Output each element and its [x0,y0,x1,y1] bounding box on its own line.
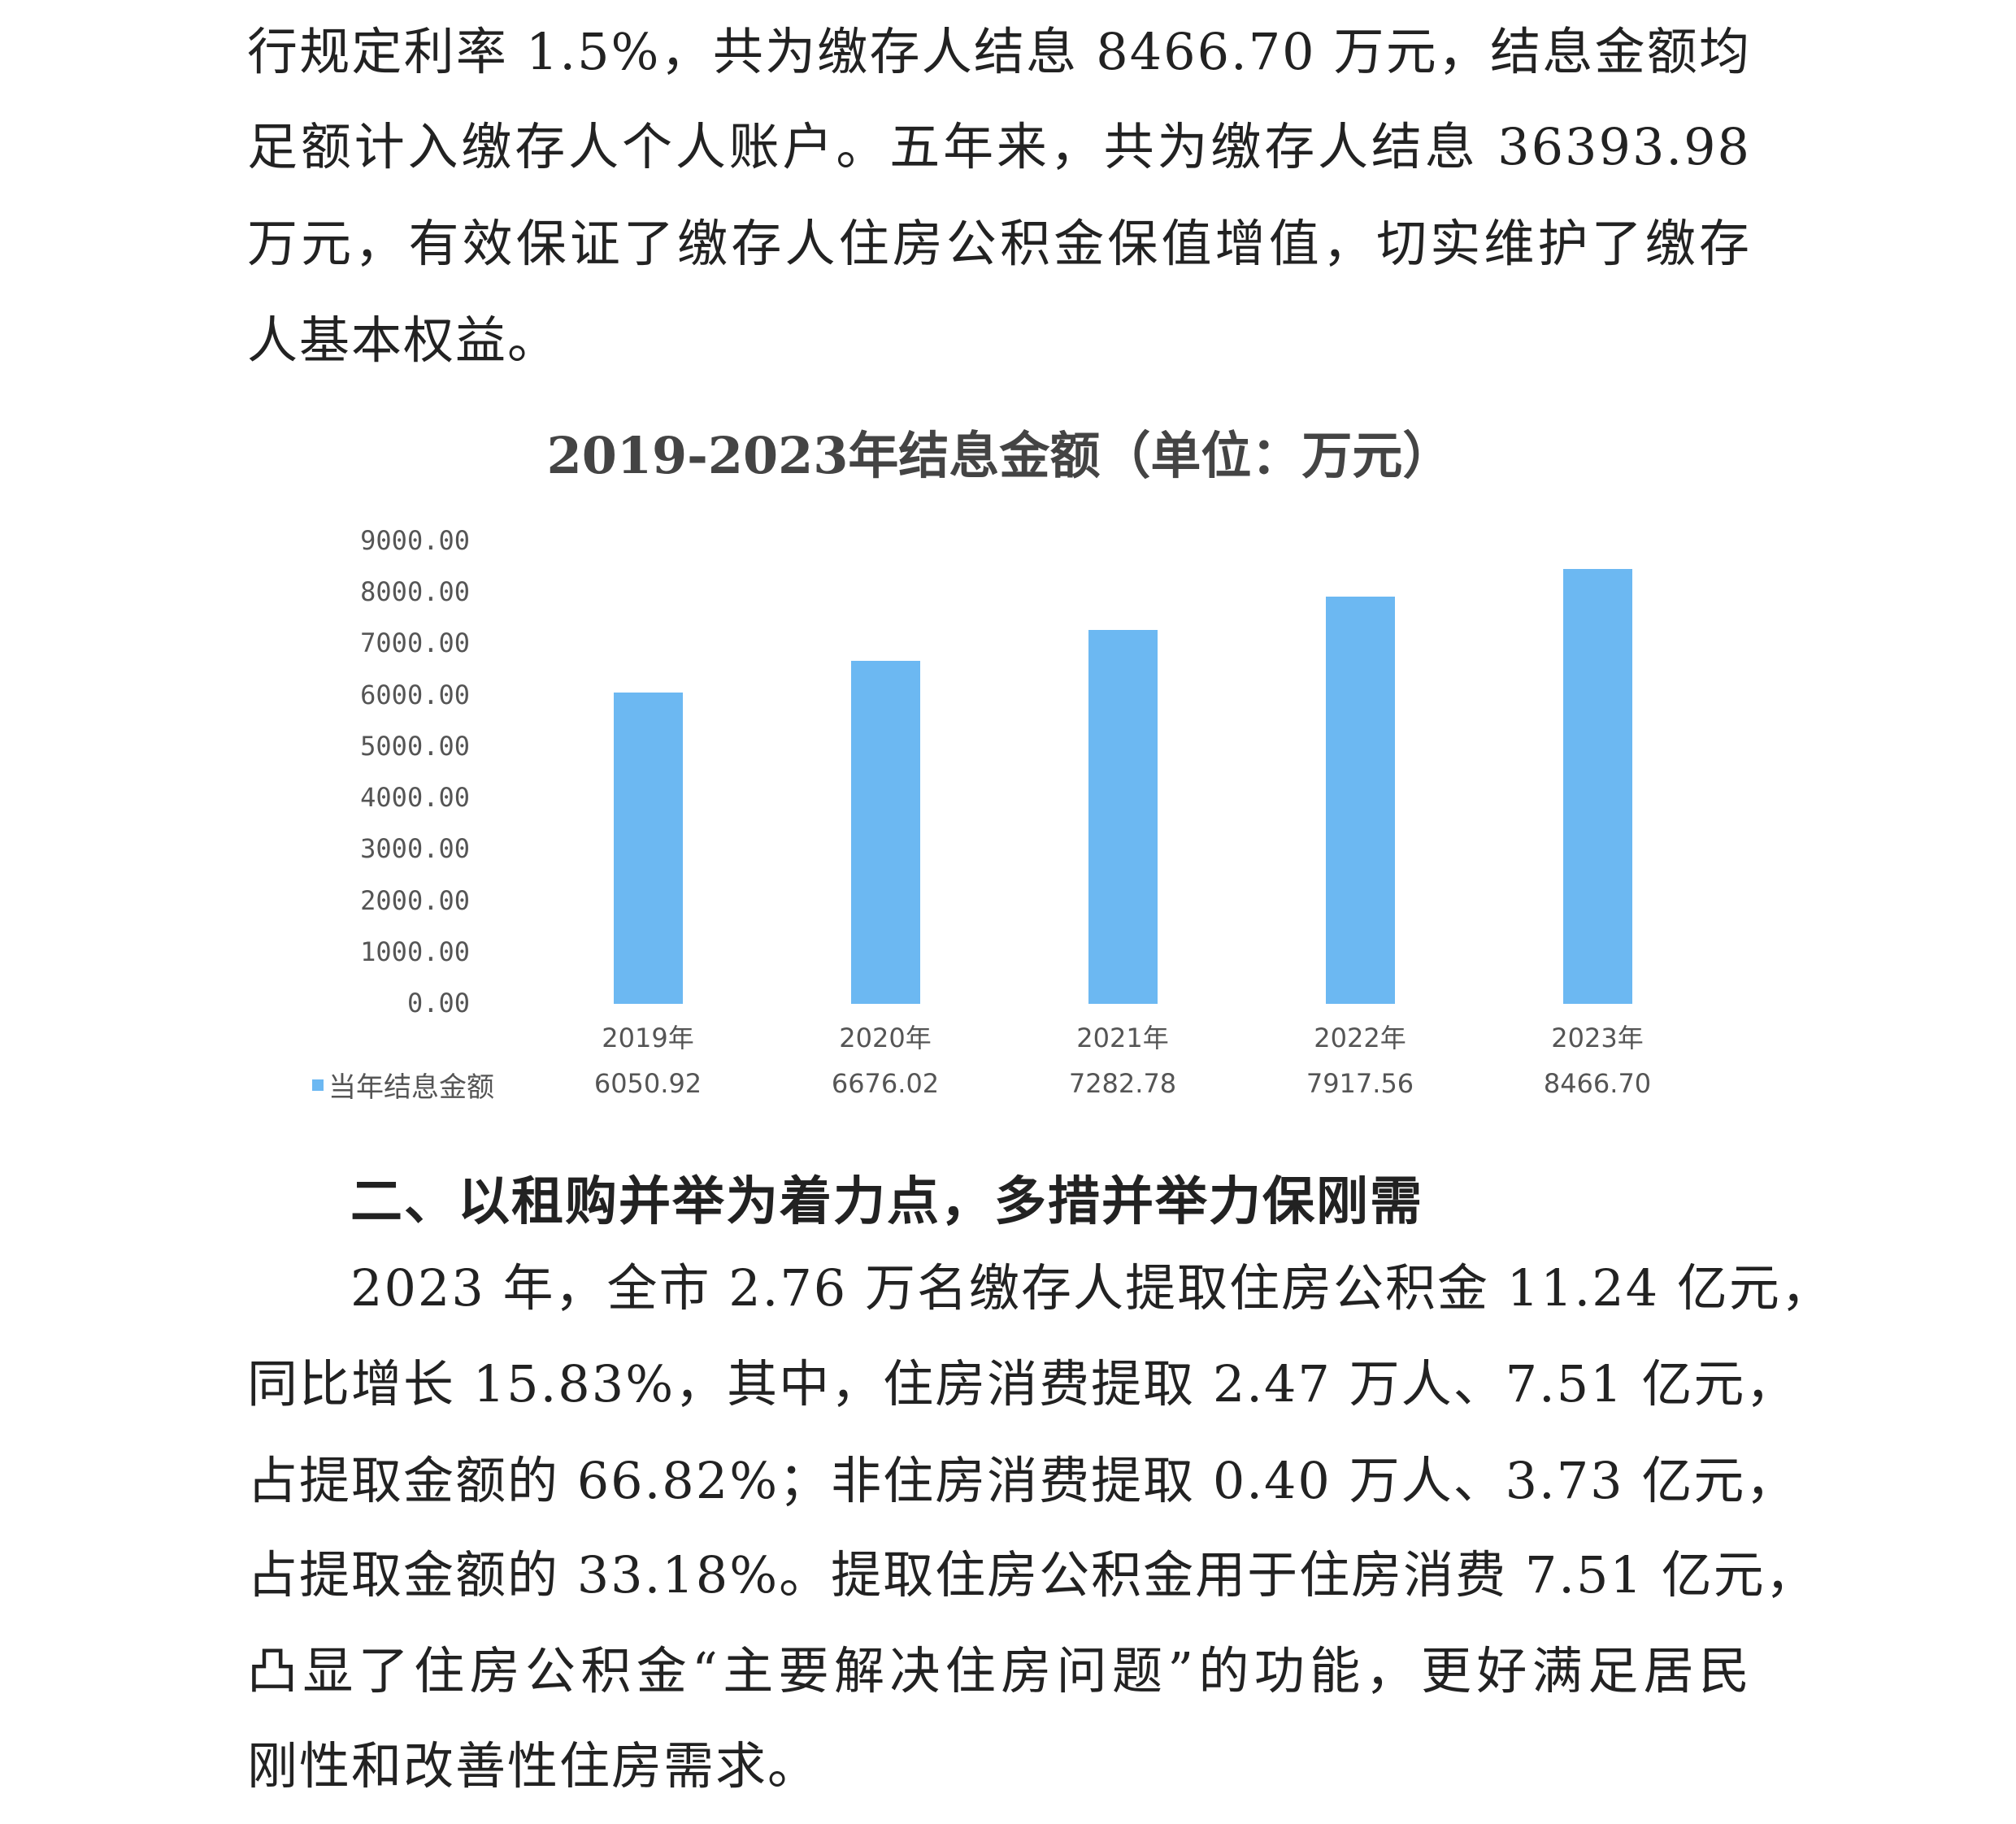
y-tick-label: 9000.00 [360,525,470,556]
section-heading: 二、以租购并举为着力点，多措并举力保刚需 [350,1172,1423,1232]
legend-label: 当年结息金额 [328,1071,494,1104]
chart-title: 2019-2023年结息金额（单位：万元） [546,426,1453,485]
data-label: 7917.56 [1306,1068,1414,1099]
text-line: 2023 年，全市 2.76 万名缴存人提取住房公积金 11.24 亿元， [350,1258,1833,1318]
legend: 当年结息金额 [312,1065,494,1105]
y-tick-label: 5000.00 [360,730,470,762]
data-label: 8466.70 [1543,1068,1652,1099]
text-line: 行规定利率 1.5%，共为缴存人结息 8466.70 万元，结息金额均 [247,22,1751,81]
y-tick-label: 8000.00 [360,576,470,608]
y-tick-label: 0.00 [406,988,470,1018]
text-line: 人基本权益。 [247,311,560,370]
bar-2020年 [851,660,920,1004]
y-tick-label: 3000.00 [360,833,470,865]
text-line: 凸显了住房公积金“主要解决住房问题”的功能，更好满足居民 [247,1641,1751,1700]
text-line: 同比增长 15.83%，其中，住房消费提取 2.47 万人、7.51 亿元， [247,1354,1798,1414]
text-line: 万元，有效保证了缴存人住房公积金保值增值，切实维护了缴存 [247,214,1751,273]
y-tick-label: 7000.00 [360,628,470,659]
interest-bar-chart: 2019-2023年结息金额（单位：万元） 0.00 1000.00 2000.00… [244,390,1756,1122]
text-line: 足额计入缴存人个人账户。五年来，共为缴存人结息 36393.98 [247,117,1751,176]
y-tick-label: 6000.00 [360,679,470,710]
x-tick-label: 2020年 [839,1023,932,1053]
y-tick-label: 4000.00 [360,782,470,814]
data-label: 6050.92 [593,1068,702,1099]
x-tick-label: 2022年 [1314,1023,1406,1053]
text-line: 刚性和改善性住房需求。 [247,1736,820,1796]
x-tick-label: 2021年 [1076,1023,1169,1053]
bar-2022年 [1326,597,1395,1004]
data-label: 6676.02 [831,1068,940,1099]
legend-swatch [312,1079,324,1091]
y-tick-label: 1000.00 [360,936,470,967]
data-label: 7282.78 [1068,1068,1177,1099]
y-tick-label: 2000.00 [360,884,470,916]
bar-2021年 [1088,629,1158,1004]
text-line: 占提取金额的 66.82%；非住房消费提取 0.40 万人、3.73 亿元， [247,1451,1798,1510]
x-tick-label: 2019年 [602,1023,694,1053]
x-tick-label: 2023年 [1551,1023,1644,1053]
text-line: 占提取金额的 33.18%。提取住房公积金用于住房消费 7.51 亿元， [247,1545,1818,1605]
bar-2019年 [614,693,683,1004]
bar-2023年 [1563,568,1632,1004]
